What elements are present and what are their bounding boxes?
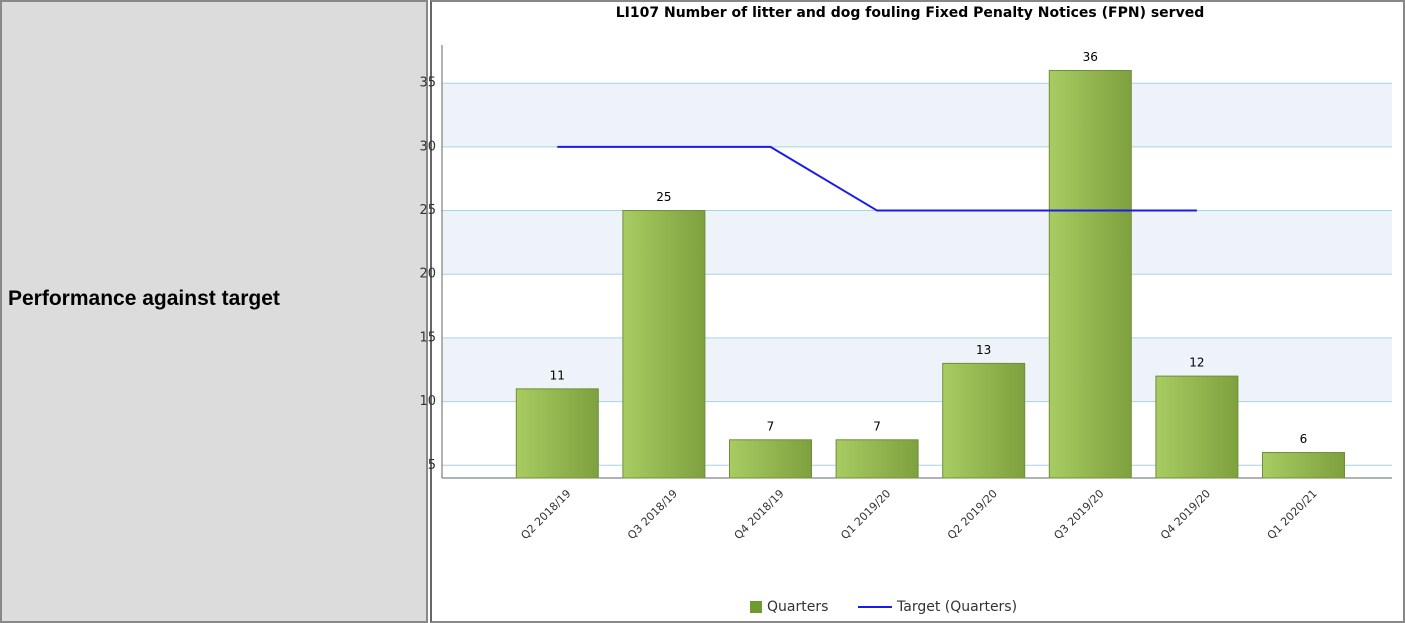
bar (1048, 69, 1132, 479)
grid-band (442, 210, 1392, 275)
x-tick-label: Q3 2018/19 (625, 487, 680, 542)
x-tick-label: Q1 2020/21 (1265, 487, 1320, 542)
data-label: 13 (976, 343, 991, 357)
x-tick-label: Q2 2019/20 (945, 487, 1000, 542)
bar (1155, 375, 1239, 479)
y-tick-label: 20 (419, 267, 436, 282)
legend-label: Quarters (767, 599, 828, 615)
y-tick-label: 15 (419, 330, 436, 345)
bar (729, 439, 812, 479)
x-tick-label: Q1 2019/20 (838, 487, 893, 542)
legend-swatch (750, 601, 762, 613)
data-label: 11 (550, 368, 565, 382)
target-line (557, 145, 1197, 212)
y-tick-label: 5 (428, 458, 436, 473)
y-tick-label: 10 (419, 394, 436, 409)
x-tick-label: Q2 2018/19 (518, 487, 573, 542)
data-label: 25 (656, 190, 671, 204)
bar (835, 439, 919, 479)
bar (515, 388, 599, 479)
bar (942, 362, 1026, 479)
chart-title: LI107 Number of litter and dog fouling F… (616, 5, 1204, 21)
data-label: 7 (767, 419, 775, 433)
x-tick-label: Q4 2019/20 (1158, 487, 1213, 542)
row-label: Performance against target (8, 287, 280, 310)
bar (1262, 452, 1345, 479)
y-tick-label: 30 (419, 139, 436, 154)
data-label: 36 (1083, 50, 1098, 64)
data-label: 6 (1300, 432, 1308, 446)
legend-label: Target (Quarters) (896, 599, 1017, 615)
bar (622, 210, 706, 479)
y-tick-label: 25 (419, 203, 436, 218)
x-tick-label: Q3 2019/20 (1051, 487, 1106, 542)
data-label: 12 (1189, 356, 1204, 370)
data-label: 7 (873, 419, 881, 433)
y-tick-label: 35 (419, 76, 436, 91)
grid-band (442, 83, 1392, 147)
x-tick-label: Q4 2018/19 (732, 487, 787, 542)
label-cell: Performance against target (0, 0, 428, 623)
